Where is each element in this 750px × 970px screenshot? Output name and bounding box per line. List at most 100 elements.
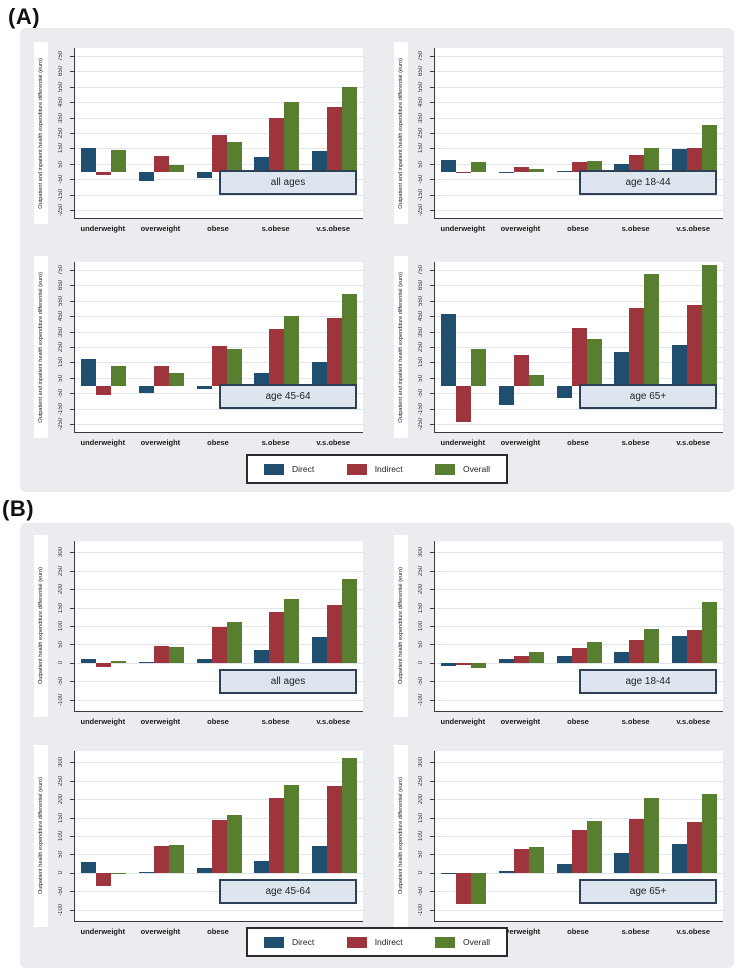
bar-overall-v.s.obese [701, 125, 717, 172]
bar-overall-s.obese [284, 102, 300, 172]
bar-direct-v.s.obese [311, 361, 327, 386]
y-tick-text: 0 [57, 871, 64, 875]
y-tick-mark [70, 331, 74, 333]
y-tick-text: 300 [417, 547, 424, 558]
gridline [435, 780, 723, 782]
y-tick-mark [70, 662, 74, 664]
bar-overall-obese [586, 339, 602, 386]
gridline [435, 872, 723, 874]
x-tick-label: v.s.obese [676, 927, 710, 936]
legend-item-overall: Overall [435, 936, 490, 948]
bar-indirect-overweight [513, 656, 529, 663]
bar-direct-underweight [81, 658, 97, 663]
bar-direct-underweight [441, 313, 457, 386]
gridline [435, 316, 723, 318]
y-tick-text: 250 [417, 775, 424, 786]
panel-b: Outpatient health expenditure differenti… [20, 523, 734, 968]
gridline [75, 71, 363, 73]
y-tick-mark [430, 179, 434, 181]
y-tick-mark [430, 662, 434, 664]
y-tick-mark [70, 393, 74, 395]
y-tick-mark [70, 55, 74, 57]
bar-direct-obese [196, 385, 212, 389]
y-tick-text: 250 [57, 565, 64, 576]
overall-swatch-icon [435, 936, 456, 948]
gridline [435, 817, 723, 819]
x-tick-label: overweight [500, 717, 541, 726]
y-tick-text: 50 [417, 641, 424, 648]
bar-overall-overweight [528, 374, 544, 386]
bar-direct-overweight [498, 385, 514, 405]
age-group-label-box: age 65+ [579, 879, 717, 904]
y-tick-mark [70, 570, 74, 572]
age-group-label-box: age 18-44 [579, 170, 717, 195]
bar-direct-v.s.obese [671, 344, 687, 386]
bar-overall-underweight [471, 662, 487, 669]
gridline [75, 269, 363, 271]
bar-overall-s.obese [284, 316, 300, 386]
y-axis-title: Outpatient and inpatient health expendit… [394, 42, 408, 224]
y-tick-mark [70, 607, 74, 609]
y-axis-title: Outpatient and inpatient health expendit… [34, 42, 48, 224]
indirect-swatch-icon [346, 463, 367, 475]
x-tick-label: v.s.obese [316, 717, 350, 726]
bar-direct-underweight [81, 861, 97, 873]
y-tick-mark [70, 408, 74, 410]
y-tick-mark [430, 347, 434, 348]
y-tick-mark [430, 872, 434, 874]
y-tick-text: 50 [57, 851, 64, 858]
bar-overall-s.obese [644, 628, 660, 663]
panel-a: Outpatient and inpatient health expendit… [20, 28, 734, 492]
legend-label-direct: Direct [292, 464, 315, 474]
gridline [75, 909, 363, 911]
x-tick-label: s.obese [261, 438, 290, 447]
gridline [75, 194, 363, 196]
y-tick-mark [70, 362, 74, 364]
bar-direct-underweight [441, 662, 457, 666]
bar-indirect-overweight [153, 156, 169, 172]
bar-direct-overweight [498, 871, 514, 873]
panel-b-label: (B) [2, 496, 35, 521]
y-tick-text: 0 [417, 871, 424, 875]
bar-indirect-underweight [96, 872, 112, 886]
y-tick-text: 750 [57, 264, 64, 275]
y-axis-title-text: Outpatient health expenditure differenti… [398, 567, 404, 685]
gridline [435, 762, 723, 764]
y-axis-title-text: Outpatient and inpatient health expendit… [38, 57, 44, 209]
gridline [75, 552, 363, 554]
x-tick-label: v.s.obese [676, 717, 710, 726]
x-tick-label: underweight [80, 224, 126, 233]
y-tick-mark [430, 854, 434, 856]
plot-area: age 45-64 [74, 262, 363, 433]
bar-indirect-obese [211, 627, 227, 663]
bar-indirect-v.s.obese [686, 629, 702, 663]
y-tick-mark [70, 909, 74, 911]
y-tick-label: 750 [414, 43, 427, 69]
y-tick-text: 200 [417, 794, 424, 805]
y-tick-text: 250 [57, 775, 64, 786]
y-tick-mark [70, 424, 74, 426]
y-tick-text: -100 [417, 693, 424, 706]
y-tick-mark [70, 681, 74, 683]
x-tick-label: underweight [80, 927, 126, 936]
age-group-label-box: age 45-64 [219, 384, 357, 409]
chart-a-age-45-64: Outpatient and inpatient health expendit… [34, 256, 369, 454]
plot-area: age 65+ [434, 262, 723, 433]
chart-a-all-ages: Outpatient and inpatient health expendit… [34, 42, 369, 240]
x-tick-label: overweight [140, 438, 181, 447]
x-tick-label: underweight [80, 717, 126, 726]
bar-direct-s.obese [614, 852, 630, 873]
legend-item-direct: Direct [264, 463, 315, 475]
y-tick-mark [70, 269, 74, 271]
y-tick-text: 50 [417, 160, 424, 168]
bar-direct-s.obese [254, 861, 270, 873]
y-tick-mark [70, 117, 74, 119]
x-tick-label: s.obese [621, 438, 650, 447]
y-tick-mark [70, 194, 74, 196]
gridline [75, 408, 363, 410]
bar-indirect-v.s.obese [326, 317, 342, 386]
bar-direct-obese [556, 385, 572, 398]
y-tick-label: 300 [54, 539, 67, 565]
bar-indirect-obese [571, 161, 587, 172]
y-tick-text: 750 [417, 50, 424, 61]
